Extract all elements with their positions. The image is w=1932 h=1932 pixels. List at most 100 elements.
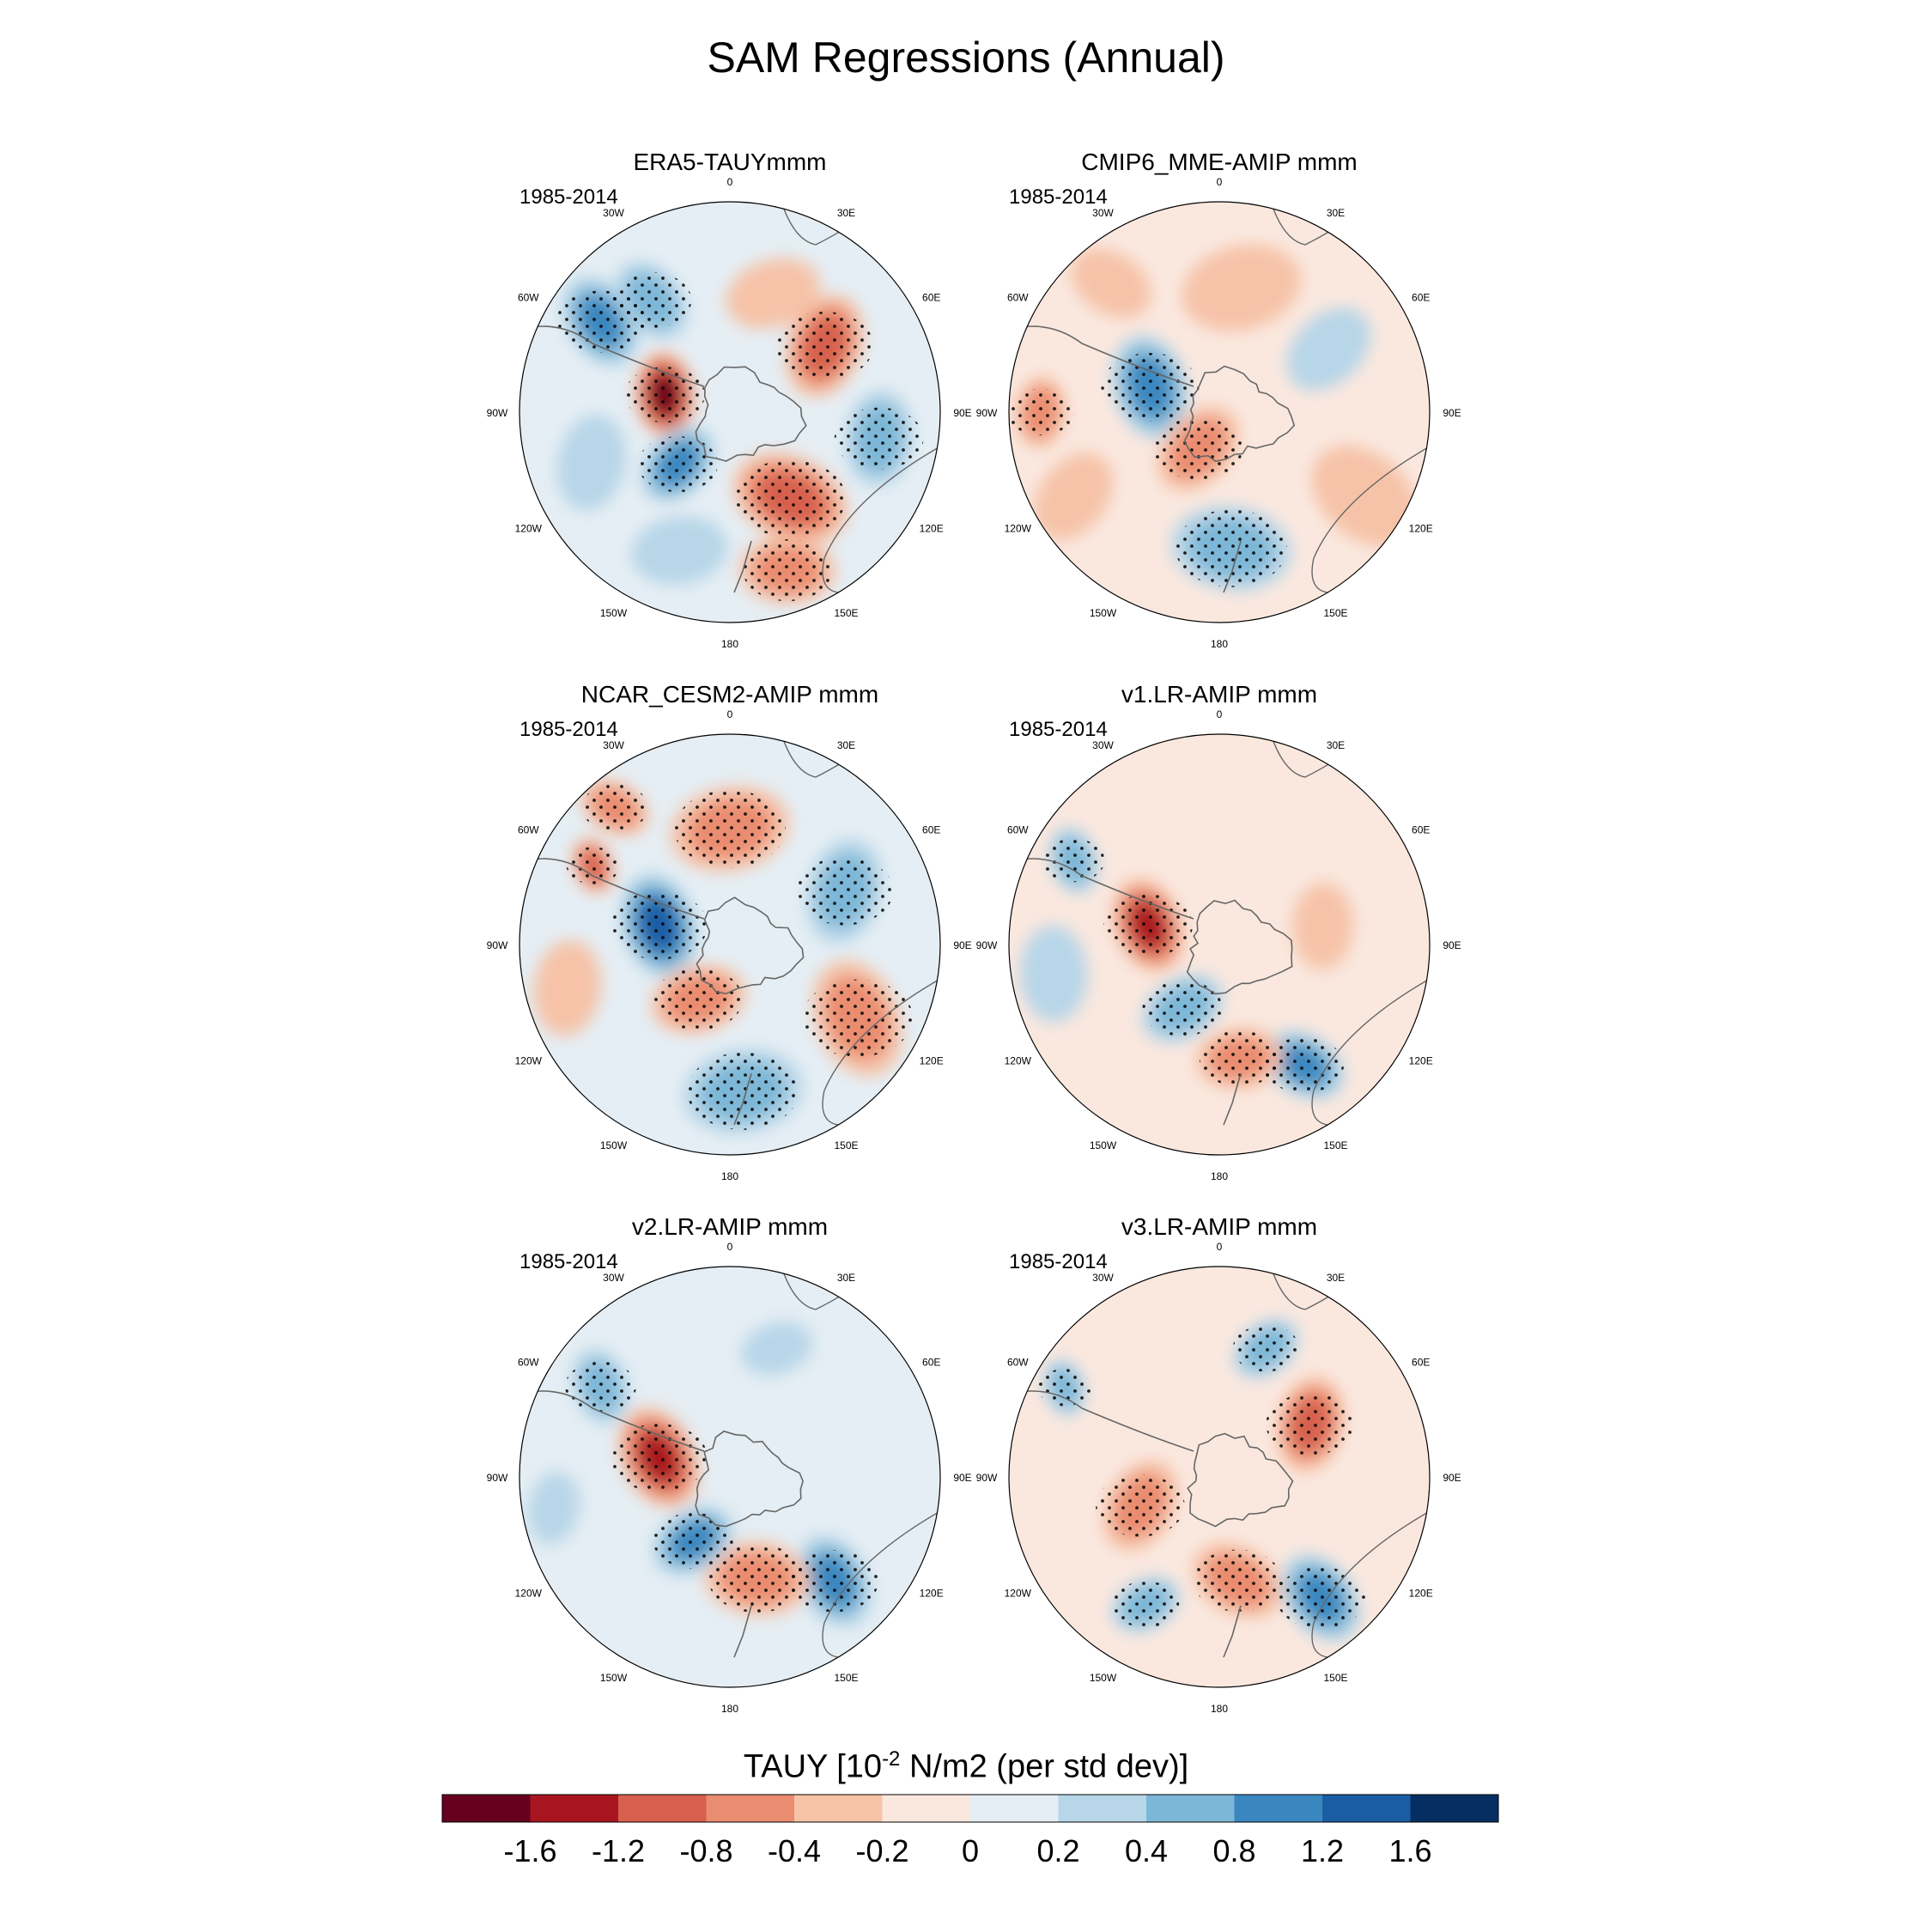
anomaly-feature <box>1034 453 1114 540</box>
significance-stipple <box>674 790 786 868</box>
anomaly-feature <box>1019 925 1088 1023</box>
colorbar-swatch <box>1146 1795 1235 1822</box>
panel-title: v1.LR-AMIP mmm <box>1121 681 1317 708</box>
lon-label: 150W <box>600 1672 628 1684</box>
significance-stipple <box>1199 1030 1280 1087</box>
lon-label: 0 <box>1217 708 1223 720</box>
panel-period: 1985-2014 <box>1009 1250 1108 1273</box>
lon-label: 150W <box>600 607 628 619</box>
significance-stipple <box>789 1550 879 1613</box>
colorbar-swatch <box>794 1795 883 1822</box>
colorbar-tick-label: -0.2 <box>855 1833 908 1868</box>
colorbar-swatch <box>442 1795 531 1822</box>
new-zealand-coastline <box>733 540 752 593</box>
significance-stipple <box>1037 1369 1091 1406</box>
lon-label: 90W <box>487 1472 508 1484</box>
antarctica-coastline <box>1183 365 1296 462</box>
australia-coastline <box>1311 978 1430 1127</box>
significance-stipple <box>1232 1325 1300 1372</box>
significance-stipple <box>708 1544 806 1613</box>
lon-label: 150W <box>1090 1139 1117 1151</box>
tauy-field <box>519 734 940 1134</box>
tauy-field <box>519 202 940 605</box>
colorbar-swatch <box>1410 1795 1499 1822</box>
lon-label: 150W <box>1090 607 1117 619</box>
lon-label: 180 <box>721 638 738 650</box>
significance-stipple <box>610 891 708 960</box>
significance-stipple <box>1263 1037 1345 1093</box>
lon-label: 150E <box>1323 607 1347 619</box>
panel-period: 1985-2014 <box>519 185 618 209</box>
significance-stipple <box>566 847 620 884</box>
lon-label: 90W <box>487 407 508 419</box>
lon-label: 30W <box>1092 739 1114 751</box>
lon-label: 120W <box>1005 523 1032 535</box>
map-boundary <box>1008 201 1431 623</box>
colorbar-tick-label: 0.4 <box>1125 1833 1168 1868</box>
lon-label: 90W <box>487 939 508 951</box>
panel-3: 0 30E 60E 90E 120E 150E 180 150W 120W 90W 60W 30W NC… <box>487 681 972 1182</box>
colorbar-tick-label: 1.2 <box>1301 1833 1344 1868</box>
colorbar-tick-label: 0 <box>962 1833 979 1868</box>
antarctica-coastline <box>1187 1432 1294 1528</box>
panel-4: 0 30E 60E 90E 120E 150E 180 150W 120W 90W 60W 30W v1… <box>976 681 1461 1182</box>
lon-label: 60W <box>1007 824 1029 836</box>
significance-stipple <box>1009 388 1074 436</box>
lon-label: 0 <box>1217 1241 1223 1253</box>
significance-stipple <box>637 436 719 493</box>
significance-stipple <box>1193 1549 1283 1612</box>
lon-label: 60W <box>518 1357 539 1369</box>
lon-label: 30E <box>1327 1272 1345 1284</box>
panel-period: 1985-2014 <box>519 1250 618 1273</box>
south-america-coastline <box>1009 325 1194 387</box>
lon-label: 60W <box>1007 292 1029 304</box>
lon-label: 120E <box>920 1055 944 1067</box>
panel-title: v2.LR-AMIP mmm <box>632 1213 828 1240</box>
panel-5: 0 30E 60E 90E 120E 150E 180 150W 120W 90W 60W 30W v2… <box>487 1213 972 1715</box>
new-zealand-coastline <box>733 1605 752 1658</box>
lon-label: 60W <box>1007 1357 1029 1369</box>
anomaly-feature <box>533 939 602 1036</box>
south-america-coastline <box>519 858 705 920</box>
lon-label: 150E <box>834 1672 858 1684</box>
tauy-field <box>1009 1267 1430 1659</box>
significance-stipple <box>1153 417 1243 480</box>
lon-label: 90W <box>976 1472 998 1484</box>
lon-label: 90E <box>953 939 971 951</box>
lon-label: 90E <box>953 1472 971 1484</box>
lon-label: 120E <box>920 523 944 535</box>
lon-label: 30E <box>1327 207 1345 219</box>
panel-6: 0 30E 60E 90E 120E 150E 180 150W 120W 90W 60W 30W v3… <box>976 1213 1461 1715</box>
panel-2: 0 30E 60E 90E 120E 150E 180 150W 120W 90W 60W 30W CM… <box>976 149 1461 650</box>
colorbar-title-prefix: TAUY [10 <box>743 1748 883 1785</box>
colorbar-swatch <box>1234 1795 1323 1822</box>
panel-title: NCAR_CESM2-AMIP mmm <box>581 681 878 708</box>
lon-label: 30W <box>1092 207 1114 219</box>
significance-stipple <box>687 1052 799 1130</box>
anomaly-feature <box>741 1321 812 1376</box>
lon-label: 90E <box>1443 407 1461 419</box>
new-zealand-coastline <box>1223 540 1242 593</box>
colorbar-tick-label: 1.6 <box>1388 1833 1431 1868</box>
panel-title: CMIP6_MME-AMIP mmm <box>1081 149 1358 175</box>
lon-label: 90E <box>1443 939 1461 951</box>
lon-label: 150E <box>834 1139 858 1151</box>
lon-label: 30E <box>837 1272 855 1284</box>
anomaly-feature <box>527 1472 580 1545</box>
significance-stipple <box>610 1424 708 1492</box>
significance-stipple <box>801 979 914 1057</box>
lon-label: 120E <box>920 1588 944 1600</box>
colorbar-swatch <box>882 1795 971 1822</box>
colorbar-tick-label: -1.2 <box>592 1833 645 1868</box>
colorbar-swatch <box>1058 1795 1147 1822</box>
colorbar-frame <box>441 1794 1499 1823</box>
lon-label: 120W <box>515 1055 543 1067</box>
map-boundary <box>519 733 941 1156</box>
anomaly-feature <box>1292 883 1353 970</box>
significance-stipple <box>795 857 894 926</box>
significance-stipple <box>1096 1474 1185 1537</box>
lon-label: 120W <box>1005 1055 1032 1067</box>
antarctica-coastline <box>1186 899 1293 995</box>
significance-stipple <box>834 407 924 470</box>
lon-label: 60E <box>1412 824 1430 836</box>
